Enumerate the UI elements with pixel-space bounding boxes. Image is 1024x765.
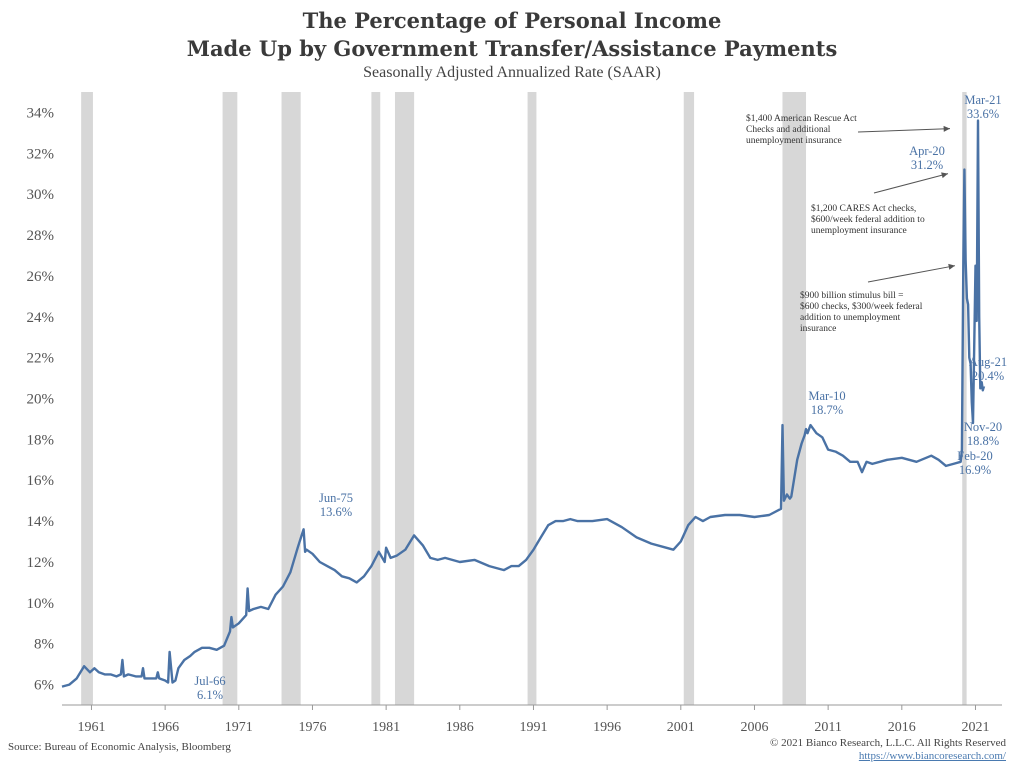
annotation-value: 18.8% — [967, 434, 999, 448]
recession-band-8 — [962, 92, 967, 705]
note-1-line: $600/week federal addition to — [811, 214, 925, 225]
annotation-label: Apr-20 — [909, 144, 945, 158]
recession-band-3 — [371, 92, 381, 705]
y-tick-label: 8% — [34, 637, 54, 653]
x-tick-label: 1971 — [225, 720, 253, 735]
y-tick-label: 20% — [27, 392, 55, 408]
recession-band-4 — [394, 92, 415, 705]
x-tick-label: 2021 — [961, 720, 989, 735]
annotation-value: 31.2% — [911, 158, 943, 172]
x-tick-label: 1966 — [151, 720, 179, 735]
note-arrow-2 — [867, 265, 956, 283]
note-arrowhead-1 — [941, 172, 948, 179]
recession-band-0 — [81, 92, 93, 705]
note-2-line: insurance — [800, 324, 836, 334]
website-link[interactable]: https://www.biancoresearch.com/ — [858, 750, 1006, 762]
y-tick-label: 6% — [34, 678, 54, 694]
note-0-line: unemployment insurance — [746, 136, 842, 146]
recession-band-1 — [222, 92, 238, 705]
annotation-value: 16.9% — [959, 463, 991, 477]
note-arrow-1 — [873, 173, 949, 194]
y-tick-label: 28% — [27, 228, 55, 244]
annotation-value: 13.6% — [320, 505, 352, 519]
y-tick-label: 12% — [27, 555, 55, 571]
copyright-note: © 2021 Bianco Research, L.L.C. All Right… — [770, 737, 1006, 749]
annotation-label: Jun-75 — [319, 491, 353, 505]
y-tick-label: 34% — [27, 105, 55, 121]
note-1-line: unemployment insurance — [811, 226, 907, 236]
note-0-line: $1,400 American Rescue Act — [746, 113, 857, 124]
note-2-line: $900 billion stimulus bill = — [800, 290, 904, 301]
x-tick-label: 1991 — [519, 720, 547, 735]
note-arrow-0 — [857, 128, 951, 133]
y-tick-label: 14% — [27, 514, 55, 530]
x-tick-label: 1986 — [446, 720, 474, 735]
annotation-label: Jul-66 — [194, 674, 225, 688]
y-tick-label: 24% — [27, 310, 55, 326]
source-note: Source: Bureau of Economic Analysis, Blo… — [8, 741, 231, 753]
annotation-value: 20.4% — [972, 369, 1004, 383]
note-1-line: $1,200 CARES Act checks, — [811, 203, 916, 214]
annotation-label: Aug-21 — [969, 355, 1007, 369]
chart-title-line2: Made Up by Government Transfer/Assistanc… — [186, 36, 838, 61]
series-layer — [61, 119, 986, 688]
x-tick-label: 1981 — [372, 720, 400, 735]
axes: 6% 8% 10% 12% 14% 16% 18% 20% 22% 24% 26% 28% 30% 32%… — [27, 105, 1002, 735]
annotation-label: Nov-20 — [964, 420, 1002, 434]
recession-band-7 — [782, 92, 807, 705]
annotation-label: Feb-20 — [957, 449, 992, 463]
x-tick-label: 1976 — [298, 720, 326, 735]
y-tick-label: 26% — [27, 269, 55, 285]
y-tick-label: 10% — [27, 596, 55, 612]
x-tick-label: 1961 — [77, 720, 105, 735]
y-tick-label: 30% — [27, 187, 55, 203]
annotation-label: Mar-10 — [808, 389, 845, 403]
note-2-line: $600 checks, $300/week federal — [800, 301, 923, 312]
y-tick-label: 18% — [27, 432, 55, 448]
y-tick-label: 32% — [27, 146, 55, 162]
y-tick-label: 16% — [27, 473, 55, 489]
annotation-value: 6.1% — [197, 688, 223, 702]
note-2-line: addition to unemployment — [800, 313, 901, 323]
recession-band-2 — [281, 92, 301, 705]
x-tick-label: 2011 — [814, 720, 841, 735]
x-tick-label: 2006 — [740, 720, 768, 735]
x-tick-label: 1996 — [593, 720, 621, 735]
chart-title-line1: The Percentage of Personal Income — [302, 8, 722, 33]
series-line-0 — [61, 119, 986, 688]
y-tick-label: 22% — [27, 351, 55, 367]
note-arrowhead-2 — [948, 263, 955, 270]
chart-subtitle: Seasonally Adjusted Annualized Rate (SAA… — [363, 64, 661, 81]
x-tick-label: 2016 — [888, 720, 916, 735]
annotation-label: Mar-21 — [964, 93, 1001, 107]
recession-band-5 — [527, 92, 537, 705]
annotation-value: 18.7% — [811, 403, 843, 417]
annotation-value: 33.6% — [967, 107, 999, 121]
recession-band-6 — [683, 92, 695, 705]
x-tick-label: 2001 — [667, 720, 695, 735]
note-0-line: Checks and additional — [746, 125, 831, 135]
note-arrowhead-0 — [943, 125, 950, 132]
